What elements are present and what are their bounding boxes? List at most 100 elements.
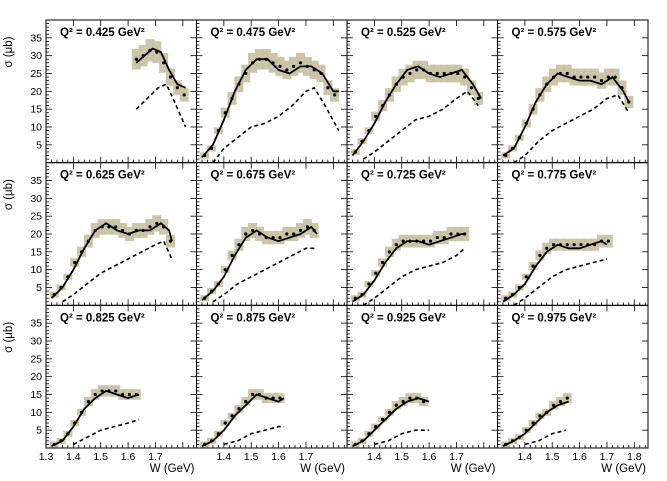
data-point bbox=[524, 275, 528, 279]
data-point bbox=[168, 75, 173, 79]
background-curve bbox=[524, 429, 567, 446]
data-point bbox=[292, 232, 296, 236]
q2-label: Q² = 0.875 GeV² bbox=[211, 312, 296, 324]
background-curve bbox=[223, 425, 285, 446]
data-point bbox=[565, 396, 569, 400]
data-point bbox=[333, 93, 337, 97]
q2-label: Q² = 0.775 GeV² bbox=[512, 170, 597, 182]
data-point bbox=[401, 400, 405, 404]
data-point bbox=[387, 410, 392, 414]
data-point bbox=[127, 392, 132, 397]
panel-11: 1.4 1.5 1.6 1.7 Q² = 0.925 GeV² bbox=[346, 304, 498, 463]
fit-curve bbox=[502, 240, 608, 303]
panel-8: Q² = 0.775 GeV² bbox=[497, 162, 649, 306]
data-point bbox=[230, 253, 234, 257]
y-axis-title: σ (μb) bbox=[3, 179, 15, 210]
data-point bbox=[367, 282, 371, 286]
y-tick-label: 20 bbox=[30, 371, 42, 383]
fit-curve bbox=[352, 397, 430, 448]
data-point bbox=[599, 79, 604, 83]
fit-curve bbox=[502, 72, 630, 157]
data-point bbox=[476, 96, 480, 101]
background-curve bbox=[374, 429, 430, 446]
data-point bbox=[442, 71, 446, 76]
data-point bbox=[538, 414, 542, 418]
fit-curve bbox=[502, 400, 569, 448]
data-point bbox=[298, 61, 303, 65]
x-axis-title: W (GeV) bbox=[300, 463, 345, 475]
x-tick-label: 1.7 bbox=[600, 451, 615, 463]
fit-curve bbox=[201, 393, 285, 448]
fit-curve bbox=[51, 389, 140, 448]
y-tick-label: 35 bbox=[30, 318, 42, 330]
data-point bbox=[579, 243, 583, 247]
y-tick-label: 35 bbox=[30, 32, 42, 44]
y-tick-label: 30 bbox=[30, 50, 42, 62]
q2-label: Q² = 0.575 GeV² bbox=[512, 27, 597, 39]
background-curve bbox=[73, 418, 140, 446]
panel-6: Q² = 0.675 GeV² bbox=[196, 162, 348, 306]
x-tick-label: 1.5 bbox=[244, 451, 259, 463]
data-point bbox=[380, 260, 385, 265]
data-point bbox=[449, 232, 453, 236]
x-tick-label: 1.7 bbox=[148, 451, 163, 463]
x-tick-label: 1.4 bbox=[367, 451, 382, 463]
data-point bbox=[285, 68, 289, 72]
panel-1: 5 10 15 20 25 30 35 Q² = 0.425 GeV² bbox=[30, 19, 197, 164]
data-point bbox=[415, 68, 419, 72]
data-point bbox=[531, 264, 535, 268]
data-point bbox=[73, 260, 77, 265]
y-tick-label: 25 bbox=[30, 68, 42, 80]
y-axis-title: σ (μb) bbox=[3, 322, 15, 353]
data-point bbox=[593, 75, 597, 79]
x-axis-title: W (GeV) bbox=[451, 463, 496, 475]
y-tick-label: 20 bbox=[30, 229, 42, 241]
y-tick-label: 10 bbox=[30, 122, 42, 134]
fit-curve bbox=[135, 47, 186, 89]
data-point bbox=[285, 232, 289, 236]
x-tick-label: 1.6 bbox=[572, 451, 587, 463]
data-point bbox=[175, 86, 179, 90]
data-point bbox=[278, 235, 282, 240]
data-point bbox=[408, 71, 412, 76]
x-tick-label: 1.7 bbox=[449, 451, 464, 463]
data-point bbox=[456, 71, 460, 76]
data-point bbox=[250, 228, 255, 233]
data-point bbox=[435, 71, 439, 76]
y-tick-label: 25 bbox=[30, 211, 42, 223]
data-point bbox=[114, 389, 118, 393]
q2-label: Q² = 0.975 GeV² bbox=[512, 312, 597, 324]
data-point bbox=[586, 75, 590, 79]
y-axis-title: σ (μb) bbox=[3, 36, 15, 67]
y-tick-label: 5 bbox=[36, 425, 42, 437]
x-tick-label: 1.5 bbox=[394, 451, 409, 463]
data-point bbox=[93, 392, 97, 397]
data-point bbox=[613, 75, 617, 79]
q2-label: Q² = 0.925 GeV² bbox=[361, 312, 446, 324]
data-point bbox=[292, 64, 296, 68]
x-tick-label: 1.3 bbox=[39, 451, 54, 463]
background-curve bbox=[212, 86, 340, 164]
data-point bbox=[244, 232, 248, 236]
data-point bbox=[374, 271, 378, 275]
panel-9: 5 10 15 20 25 30 35 1.3 1.4 1.5 1.6 1.7 Q² = 0.825 G… bbox=[30, 304, 197, 463]
x-tick-label: 1.4 bbox=[217, 451, 232, 463]
data-point bbox=[408, 396, 412, 400]
q2-label: Q² = 0.725 GeV² bbox=[361, 170, 446, 182]
data-point bbox=[551, 403, 556, 407]
q2-label: Q² = 0.475 GeV² bbox=[211, 27, 296, 39]
data-point bbox=[155, 221, 159, 225]
fit-curve bbox=[50, 222, 173, 299]
data-point bbox=[394, 243, 398, 247]
data-point bbox=[162, 61, 166, 65]
x-tick-label: 1.7 bbox=[299, 451, 314, 463]
data-point bbox=[387, 250, 392, 254]
panel-3: Q² = 0.525 GeV² bbox=[346, 19, 498, 164]
data-point bbox=[148, 225, 152, 229]
y-tick-label: 35 bbox=[30, 175, 42, 187]
panel-frame bbox=[45, 304, 197, 449]
y-tick-label: 15 bbox=[30, 104, 42, 116]
x-tick-label: 1.4 bbox=[66, 451, 81, 463]
